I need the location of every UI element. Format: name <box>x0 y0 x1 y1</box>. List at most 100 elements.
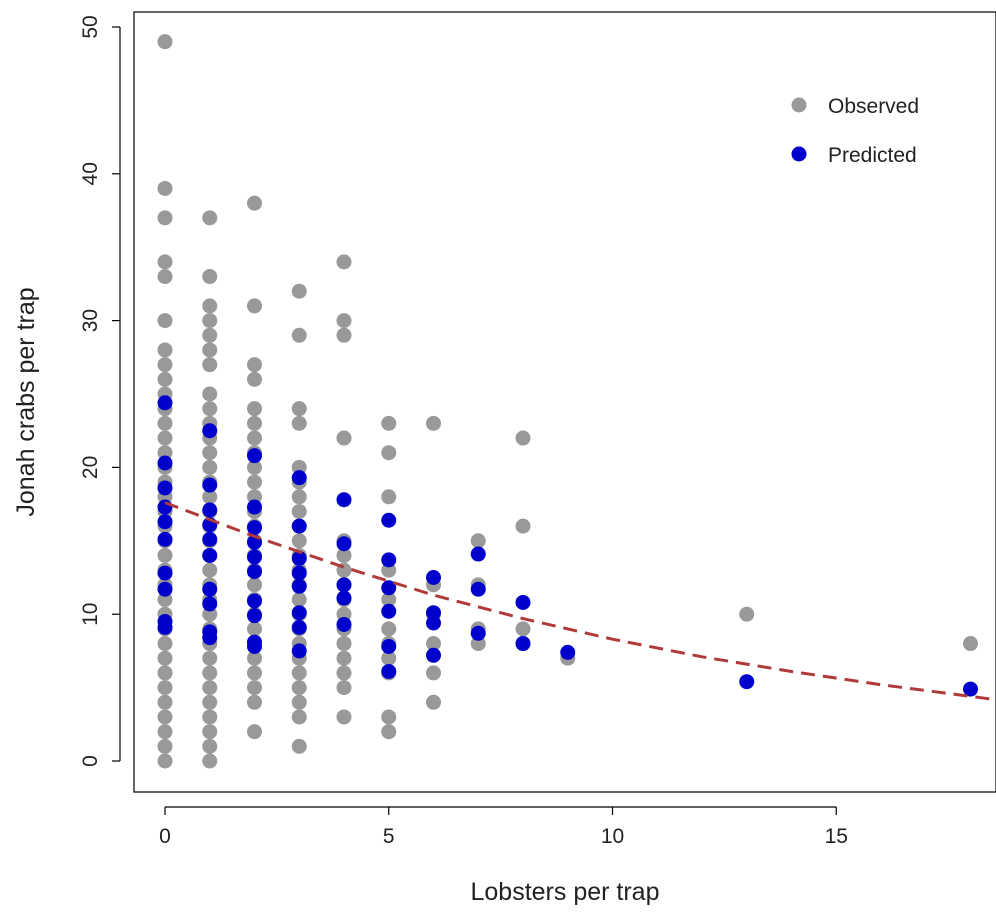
observed-point <box>157 269 173 285</box>
predicted-point <box>291 550 307 566</box>
predicted-point <box>560 644 576 660</box>
observed-point <box>247 459 262 475</box>
y-tick-label: 10 <box>79 603 102 626</box>
observed-point <box>336 254 352 270</box>
predicted-point <box>247 593 262 609</box>
predicted-point <box>381 512 397 528</box>
predicted-point <box>426 615 441 631</box>
observed-point <box>963 636 978 652</box>
predicted-points <box>157 395 978 697</box>
observed-point <box>336 709 352 725</box>
observed-point <box>291 459 307 475</box>
observed-point <box>247 357 262 373</box>
observed-point <box>202 724 218 740</box>
predicted-point <box>291 605 307 621</box>
observed-point <box>291 738 307 754</box>
observed-point <box>247 621 262 637</box>
observed-point <box>291 694 307 710</box>
observed-point <box>202 401 218 417</box>
predicted-point <box>470 546 486 562</box>
observed-point <box>381 592 397 608</box>
observed-point <box>202 269 218 285</box>
observed-point <box>291 709 307 725</box>
predicted-point <box>202 502 218 518</box>
observed-point <box>202 753 218 769</box>
observed-point <box>247 724 262 740</box>
observed-point <box>202 445 218 461</box>
predicted-point <box>381 580 397 596</box>
predicted-point <box>381 663 397 679</box>
observed-point <box>470 636 486 652</box>
observed-point <box>739 606 755 622</box>
x-tick-label: 15 <box>825 825 848 848</box>
predicted-point <box>336 590 352 606</box>
observed-point <box>247 195 262 211</box>
observed-point <box>247 401 262 417</box>
observed-point <box>336 680 352 696</box>
predicted-point <box>739 674 755 690</box>
observed-point <box>202 650 218 666</box>
predicted-point <box>157 480 173 496</box>
observed-point <box>157 665 173 681</box>
predicted-point <box>470 625 486 641</box>
predicted-point <box>157 499 173 515</box>
observed-point <box>157 636 173 652</box>
predicted-point <box>157 514 173 530</box>
observed-point <box>202 342 218 358</box>
observed-point <box>426 694 441 710</box>
observed-point <box>202 489 218 505</box>
predicted-point <box>291 565 307 581</box>
observed-point <box>426 415 441 431</box>
observed-point <box>426 665 441 681</box>
observed-point <box>381 650 397 666</box>
observed-point <box>291 680 307 696</box>
observed-point <box>157 650 173 666</box>
observed-point <box>247 474 262 490</box>
observed-point <box>157 547 173 563</box>
observed-point <box>291 503 307 519</box>
observed-point <box>336 547 352 563</box>
observed-point <box>157 430 173 446</box>
observed-point <box>291 665 307 681</box>
predicted-point <box>202 624 218 640</box>
y-tick-label: 30 <box>79 309 102 332</box>
predicted-point <box>157 614 173 630</box>
observed-point <box>157 371 173 387</box>
observed-point <box>202 386 218 402</box>
observed-point <box>291 401 307 417</box>
observed-point <box>157 180 173 196</box>
predicted-point <box>426 605 441 621</box>
observed-point <box>157 254 173 270</box>
legend-observed-marker <box>791 97 807 113</box>
predicted-point <box>247 634 262 650</box>
predicted-point <box>381 603 397 619</box>
observed-point <box>291 415 307 431</box>
observed-point <box>247 577 262 593</box>
observed-point <box>202 357 218 373</box>
predicted-point <box>202 547 218 563</box>
predicted-point <box>336 492 352 508</box>
observed-point <box>336 636 352 652</box>
predicted-point <box>381 638 397 654</box>
y-tick-label: 0 <box>79 755 102 767</box>
predicted-point <box>202 531 218 547</box>
predicted-point <box>291 518 307 534</box>
predicted-point <box>336 536 352 552</box>
x-axis-title: Lobsters per trap <box>471 878 660 906</box>
observed-point <box>381 445 397 461</box>
legend: Observed Predicted <box>791 95 919 167</box>
observed-point <box>157 415 173 431</box>
predicted-point <box>963 681 978 697</box>
observed-point <box>202 606 218 622</box>
observed-point <box>202 680 218 696</box>
observed-point <box>247 650 262 666</box>
predicted-point <box>336 616 352 632</box>
y-tick-label: 20 <box>79 456 102 479</box>
predicted-point <box>157 565 173 581</box>
observed-point <box>157 753 173 769</box>
observed-point <box>247 665 262 681</box>
predicted-point <box>426 647 441 663</box>
observed-point <box>157 210 173 226</box>
